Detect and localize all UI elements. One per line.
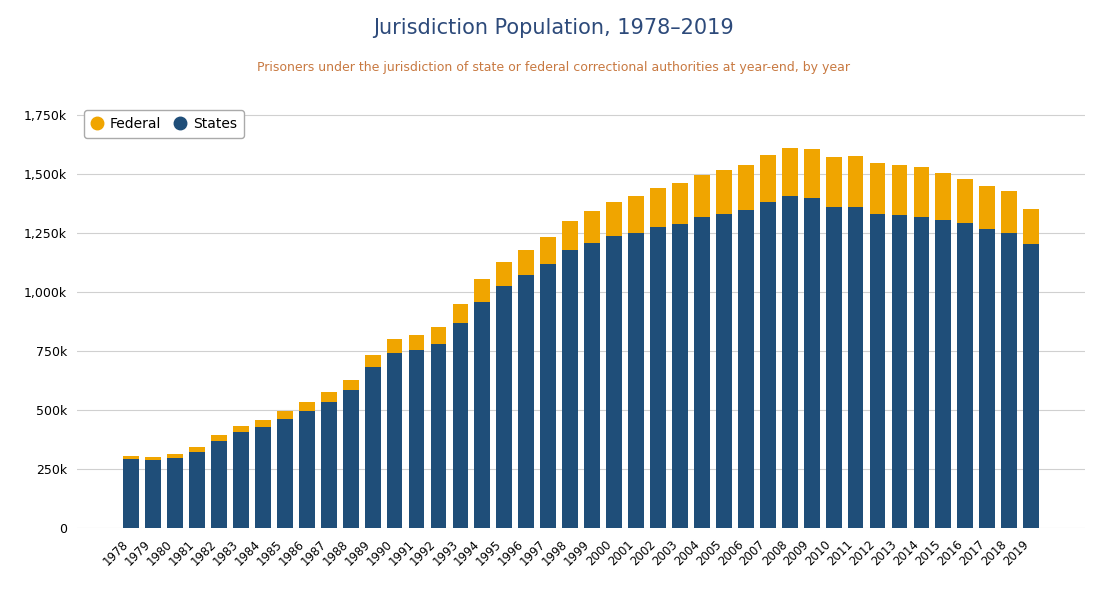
Bar <box>607 202 622 236</box>
Bar <box>759 155 776 202</box>
Bar <box>826 157 841 206</box>
Bar <box>1023 209 1039 245</box>
Bar <box>672 225 687 528</box>
Bar <box>475 279 490 302</box>
Bar <box>343 380 359 390</box>
Bar <box>584 211 600 243</box>
Bar <box>255 420 271 427</box>
Bar <box>650 227 666 528</box>
Bar <box>431 344 446 528</box>
Bar <box>1023 245 1039 528</box>
Bar <box>716 214 732 528</box>
Bar <box>738 165 754 211</box>
Text: Prisoners under the jurisdiction of state or federal correctional authorities at: Prisoners under the jurisdiction of stat… <box>257 61 850 73</box>
Bar <box>804 149 819 198</box>
Bar <box>518 249 535 274</box>
Bar <box>386 353 403 528</box>
Bar <box>321 402 337 528</box>
Bar <box>475 302 490 528</box>
Bar <box>716 170 732 214</box>
Bar <box>123 459 139 528</box>
Bar <box>453 304 468 323</box>
Bar <box>980 186 995 229</box>
Bar <box>672 183 687 225</box>
Bar <box>782 196 798 528</box>
Bar <box>167 458 183 528</box>
Bar <box>255 427 271 528</box>
Bar <box>891 164 908 215</box>
Bar <box>123 456 139 459</box>
Legend: Federal, States: Federal, States <box>84 110 244 138</box>
Bar <box>562 221 578 250</box>
Bar <box>386 339 403 353</box>
Bar <box>364 355 381 367</box>
Bar <box>980 229 995 528</box>
Bar <box>540 237 556 264</box>
Bar <box>628 196 644 233</box>
Bar <box>189 452 205 528</box>
Bar <box>167 454 183 458</box>
Bar <box>935 174 951 220</box>
Bar <box>694 217 710 528</box>
Bar <box>431 327 446 344</box>
Bar <box>364 367 381 528</box>
Bar <box>299 411 314 528</box>
Bar <box>958 178 973 223</box>
Bar <box>562 250 578 528</box>
Bar <box>145 457 161 460</box>
Bar <box>913 217 929 528</box>
Bar <box>628 233 644 528</box>
Bar <box>408 350 424 528</box>
Bar <box>277 410 292 419</box>
Bar <box>935 220 951 528</box>
Bar <box>759 202 776 528</box>
Text: Jurisdiction Population, 1978–2019: Jurisdiction Population, 1978–2019 <box>373 18 734 38</box>
Bar <box>234 432 249 528</box>
Bar <box>584 243 600 528</box>
Bar <box>277 419 292 528</box>
Bar <box>782 148 798 196</box>
Bar <box>518 274 535 528</box>
Bar <box>891 215 908 528</box>
Bar <box>299 402 314 411</box>
Bar <box>453 323 468 528</box>
Bar <box>540 264 556 528</box>
Bar <box>189 447 205 452</box>
Bar <box>1002 234 1017 528</box>
Bar <box>408 336 424 350</box>
Bar <box>343 390 359 528</box>
Bar <box>607 236 622 528</box>
Bar <box>211 441 227 528</box>
Bar <box>848 155 863 206</box>
Bar <box>870 214 886 528</box>
Bar <box>211 435 227 441</box>
Bar <box>145 460 161 528</box>
Bar <box>650 188 666 227</box>
Bar <box>848 206 863 528</box>
Bar <box>496 286 513 528</box>
Bar <box>804 198 819 528</box>
Bar <box>1002 191 1017 234</box>
Bar <box>870 163 886 214</box>
Bar <box>958 223 973 528</box>
Bar <box>826 206 841 528</box>
Bar <box>234 426 249 432</box>
Bar <box>913 167 929 217</box>
Bar <box>738 211 754 528</box>
Bar <box>694 175 710 217</box>
Bar <box>321 392 337 402</box>
Bar <box>496 262 513 286</box>
